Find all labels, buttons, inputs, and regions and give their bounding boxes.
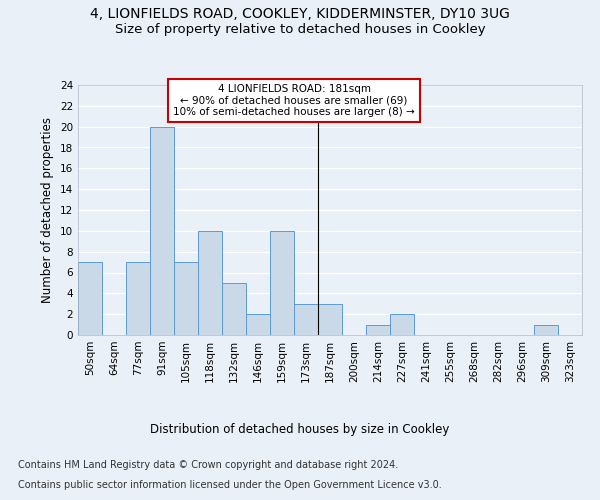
Text: Contains HM Land Registry data © Crown copyright and database right 2024.: Contains HM Land Registry data © Crown c… bbox=[18, 460, 398, 470]
Bar bbox=[246, 314, 270, 335]
Bar bbox=[270, 231, 294, 335]
Bar bbox=[318, 304, 342, 335]
Bar bbox=[198, 231, 222, 335]
Bar bbox=[174, 262, 198, 335]
Bar bbox=[78, 262, 102, 335]
Bar bbox=[126, 262, 150, 335]
Bar bbox=[150, 126, 174, 335]
Bar bbox=[294, 304, 318, 335]
Text: 4 LIONFIELDS ROAD: 181sqm
← 90% of detached houses are smaller (69)
10% of semi-: 4 LIONFIELDS ROAD: 181sqm ← 90% of detac… bbox=[173, 84, 415, 117]
Bar bbox=[366, 324, 390, 335]
Y-axis label: Number of detached properties: Number of detached properties bbox=[41, 117, 55, 303]
Text: Size of property relative to detached houses in Cookley: Size of property relative to detached ho… bbox=[115, 22, 485, 36]
Bar bbox=[222, 283, 246, 335]
Bar bbox=[390, 314, 414, 335]
Text: 4, LIONFIELDS ROAD, COOKLEY, KIDDERMINSTER, DY10 3UG: 4, LIONFIELDS ROAD, COOKLEY, KIDDERMINST… bbox=[90, 8, 510, 22]
Bar bbox=[534, 324, 558, 335]
Text: Contains public sector information licensed under the Open Government Licence v3: Contains public sector information licen… bbox=[18, 480, 442, 490]
Text: Distribution of detached houses by size in Cookley: Distribution of detached houses by size … bbox=[151, 422, 449, 436]
